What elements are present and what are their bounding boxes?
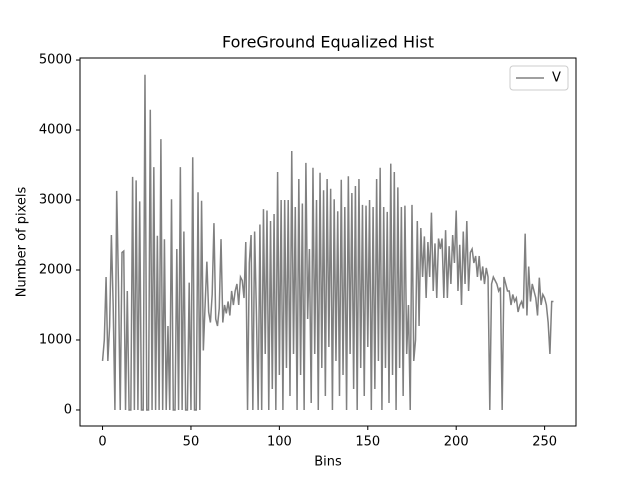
x-tick-label: 50	[183, 435, 200, 450]
y-tick-label: 2000	[39, 262, 72, 277]
data-line	[101, 74, 554, 411]
y-tick-label: 1000	[39, 332, 72, 347]
y-tick-label: 5000	[39, 53, 72, 68]
y-tick-label: 4000	[39, 123, 72, 138]
x-tick-label: 100	[267, 435, 292, 450]
y-tick-label: 0	[64, 402, 72, 417]
x-axis-label: Bins	[314, 455, 342, 470]
plot-frame	[79, 57, 577, 427]
y-tick-label: 3000	[39, 193, 72, 208]
x-tick-label: 150	[355, 435, 380, 450]
x-tick-label: 250	[532, 435, 557, 450]
legend-label: V	[552, 71, 561, 86]
x-tick-label: 0	[98, 435, 106, 450]
y-axis-label: Number of pixels	[15, 186, 30, 297]
x-tick-label: 200	[444, 435, 469, 450]
chart-title: ForeGround Equalized Hist	[222, 33, 434, 52]
